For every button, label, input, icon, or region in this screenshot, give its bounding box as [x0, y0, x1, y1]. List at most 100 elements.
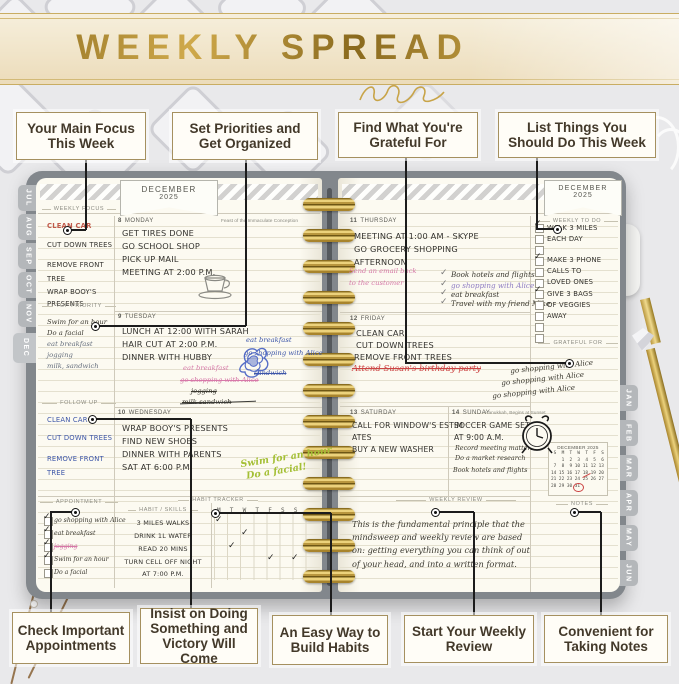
todo-checkbox[interactable]: [535, 290, 544, 299]
day-entry: GO SCHOOL SHOP: [122, 241, 201, 251]
month-tab-aug[interactable]: AUG: [18, 214, 38, 240]
month-tab-nov[interactable]: NOV: [18, 301, 38, 327]
appointment-item: go shopping with Alice: [54, 517, 126, 524]
month-tab-jan[interactable]: JAN: [618, 385, 638, 411]
leader-line: [218, 512, 331, 514]
leader-line: [70, 229, 86, 231]
month-tab-may[interactable]: MAY: [618, 525, 638, 551]
todo-item: MAKE 3 PHONE: [547, 256, 602, 264]
month-tab-sep[interactable]: SEP: [18, 243, 38, 269]
banner: WEEKLY SPREAD: [0, 13, 679, 85]
check-icon: ✓: [440, 279, 448, 289]
day-header-friday: 12 FRIDAY: [350, 316, 386, 322]
leader-dot: [211, 509, 220, 518]
handwritten-note: Book hotels and flights: [453, 466, 528, 474]
handwritten-note: to the customer: [349, 279, 404, 287]
leader-dot: [431, 508, 440, 517]
handwritten-note: go shopping with Alice: [244, 349, 323, 357]
leader-line: [600, 512, 602, 615]
divider: [340, 213, 618, 214]
leader-line: [95, 418, 191, 420]
branch-bud: [30, 600, 38, 608]
spiral-coil: [303, 415, 355, 428]
spiral-coil: [303, 291, 355, 304]
appointment-checkbox[interactable]: [44, 569, 53, 578]
checklist-item: Book hotels and flights: [451, 270, 535, 279]
day-entry: HAIR CUT AT 2:00 P.M.: [122, 339, 218, 349]
todo-checkbox[interactable]: [535, 279, 544, 288]
todo-checkbox[interactable]: [535, 312, 544, 321]
day-entry: SOCCER GAME SET: [454, 421, 530, 430]
day-entry: REMOVE FRONT TREES: [354, 352, 453, 362]
habit-item: AT 7:00 P.M.: [142, 570, 184, 578]
day-entry: CALL FOR WINDOW'S ESTIM: [352, 421, 464, 430]
todo-checkbox[interactable]: [535, 257, 544, 266]
todo-checkbox[interactable]: [535, 301, 544, 310]
handwritten-note: eat breakfast: [246, 336, 292, 344]
habit-check: ✓: [291, 553, 299, 563]
month-flag-left: DECEMBER 2025: [120, 180, 218, 216]
month-tab-apr[interactable]: APR: [618, 490, 638, 516]
habit-item: DRINK 1L WATER: [134, 532, 192, 540]
leader-line: [405, 158, 407, 363]
mini-calendar-week: 1 2 3 4 5 6: [551, 457, 604, 463]
todo-checkbox[interactable]: [535, 235, 544, 244]
top-priority-item: milk, sandwich: [47, 362, 99, 370]
day-entry: LUNCH AT 12:00 WITH SARAH: [122, 326, 249, 336]
flag-year: 2025: [159, 194, 179, 201]
flag-month: DECEMBER: [141, 185, 197, 194]
appointment-checkbox[interactable]: [44, 517, 53, 526]
month-tab-jul[interactable]: JUL: [18, 185, 38, 211]
handwritten-note: sandwich: [254, 369, 287, 377]
day-entry: FIND NEW SHOES: [122, 436, 198, 446]
day-entry: MEETING AT 1:00 AM - SKYPE: [354, 231, 479, 241]
todo-checkbox[interactable]: [535, 268, 544, 277]
leader-dot: [565, 359, 574, 368]
top-priority-item: eat breakfast: [47, 340, 93, 348]
top-priority-label: TOP PRIORITY: [42, 303, 116, 309]
spiral-coil: [303, 353, 355, 366]
appointment-checkbox[interactable]: [44, 530, 53, 539]
divider: [114, 407, 322, 408]
weekly-review-label: WEEKLY REVIEW: [396, 497, 516, 503]
day-entry: AFTERNOON: [354, 257, 407, 267]
handwritten-note: go shopping with Alice: [180, 376, 259, 384]
month-tab-jun[interactable]: JUN: [618, 560, 638, 586]
checklist-item: go shopping with Alice: [451, 281, 535, 290]
leader-line: [439, 511, 474, 513]
leader-line: [536, 228, 556, 230]
month-tab-mar[interactable]: MAR: [618, 455, 638, 481]
check-icon: ✓: [534, 252, 542, 262]
todo-item: WALK 3 MILES: [547, 224, 598, 232]
spiral-coil: [303, 229, 355, 242]
leader-line: [536, 158, 538, 229]
weekly-review-text: This is the fundamental principle that t…: [352, 519, 530, 569]
appointment-item: eat breakfast: [54, 530, 96, 537]
callout-build-habits: An Easy Way to Build Habits: [272, 615, 388, 665]
todo-checkbox[interactable]: [535, 246, 544, 255]
leader-dot: [63, 226, 72, 235]
leader-line: [245, 160, 247, 326]
month-tab-dec[interactable]: DEC: [13, 333, 38, 363]
todo-item: LOVED ONES: [547, 278, 594, 286]
leader-dot: [88, 415, 97, 424]
struck-note: Attend Susan's birthday party: [352, 364, 481, 374]
appointment-checkbox[interactable]: [44, 556, 53, 565]
mini-calendar-header: S M T W T F S: [551, 451, 604, 456]
month-tab-feb[interactable]: FEB: [618, 420, 638, 446]
spiral-coil: [303, 260, 355, 273]
appointment-item: Swim for an hour: [54, 556, 109, 563]
day-header-saturday: 13 SATURDAY: [350, 410, 397, 416]
banner-leaf-shadow: [469, 14, 679, 84]
leader-line: [97, 325, 246, 327]
month-tab-oct[interactable]: OCT: [18, 272, 38, 298]
gold-squiggle-decoration: [359, 84, 445, 104]
todo-checkbox[interactable]: [535, 323, 544, 332]
habit-tracker-grid: [214, 514, 307, 580]
divider: [340, 312, 530, 313]
appointment-checkbox[interactable]: [44, 543, 53, 552]
callout-set-priorities: Set Priorities and Get Organized: [172, 112, 318, 160]
day-entry: CUT DOWN TREES: [356, 340, 434, 350]
follow-up-label: FOLLOW UP: [42, 400, 116, 406]
weekly-todo-label: WEEKLY TO DO: [536, 218, 618, 224]
